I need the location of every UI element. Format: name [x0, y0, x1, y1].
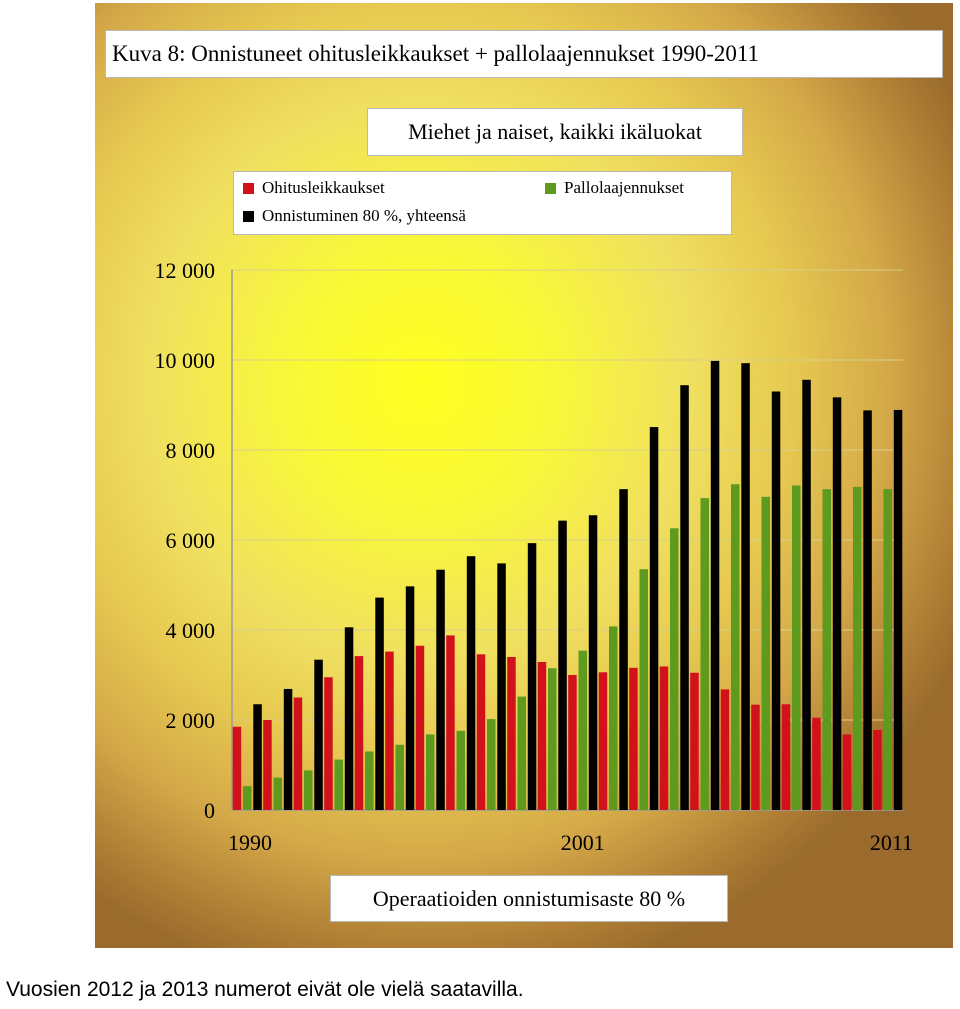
x-tick-label: 2001: [561, 830, 605, 855]
bar-pallolaajennukset-1994: [365, 751, 374, 810]
bar-ohitusleikkaukset-2003: [629, 667, 638, 810]
bar-yhteensa-2004: [680, 385, 689, 810]
bar-ohitusleikkaukset-2005: [690, 672, 699, 810]
bar-yhteensa-2001: [588, 515, 598, 810]
bar-ohitusleikkaukset-1998: [476, 654, 486, 810]
bar-pallolaajennukset-1993: [334, 759, 343, 810]
y-tick-label: 10 000: [155, 348, 216, 373]
bar-pallolaajennukset-2001: [578, 650, 587, 810]
bar-pallolaajennukset-2004: [670, 528, 679, 810]
legend-swatch: [545, 183, 556, 194]
legend-item-ohitusleikkaukset: Ohitusleikkaukset: [243, 178, 385, 198]
bar-yhteensa-1992: [314, 659, 323, 810]
bar-pallolaajennukset-1999: [517, 696, 526, 810]
y-tick-label: 2 000: [166, 708, 216, 733]
legend-label: Onnistuminen 80 %, yhteensä: [262, 206, 466, 225]
bar-ohitusleikkaukset-2009: [812, 717, 821, 810]
bar-ohitusleikkaukset-2000: [537, 661, 547, 810]
chart-subtitle: Miehet ja naiset, kaikki ikäluokat: [367, 108, 743, 156]
bar-yhteensa-1998: [497, 563, 506, 810]
bar-yhteensa-1990: [253, 704, 262, 810]
bar-ohitusleikkaukset-1996: [415, 645, 425, 810]
bar-ohitusleikkaukset-2007: [751, 704, 760, 810]
y-tick-label: 4 000: [166, 618, 216, 643]
bar-yhteensa-1993: [344, 627, 354, 810]
bar-pallolaajennukset-2008: [792, 485, 801, 810]
bar-yhteensa-1994: [375, 597, 384, 810]
legend-item-onnistuminen: Onnistuminen 80 %, yhteensä: [243, 206, 466, 226]
bar-pallolaajennukset-1998: [487, 719, 496, 810]
bar-yhteensa-2006: [741, 363, 750, 810]
bar-pallolaajennukset-1995: [395, 744, 404, 810]
chart-title: Kuva 8: Onnistuneet ohitusleikkaukset + …: [105, 30, 943, 78]
bar-yhteensa-1997: [466, 556, 476, 810]
bar-pallolaajennukset-1997: [456, 730, 465, 810]
bar-pallolaajennukset-1996: [426, 734, 435, 810]
bar-ohitusleikkaukset-1992: [293, 697, 303, 810]
y-tick-label: 12 000: [155, 258, 216, 283]
bar-yhteensa-2011: [893, 409, 903, 810]
bar-pallolaajennukset-2005: [700, 498, 709, 810]
legend-label: Pallolaajennukset: [564, 178, 684, 197]
x-tick-label: 2011: [870, 830, 913, 855]
bar-ohitusleikkaukset-1993: [324, 677, 333, 810]
bar-yhteensa-1995: [405, 586, 415, 810]
bar-ohitusleikkaukset-2008: [781, 704, 791, 810]
bar-pallolaajennukset-2002: [609, 626, 618, 810]
legend-swatch: [243, 211, 254, 222]
bar-ohitusleikkaukset-2002: [598, 672, 608, 810]
footnote: Vuosien 2012 ja 2013 numerot eivät ole v…: [6, 978, 524, 1001]
bar-pallolaajennukset-2006: [731, 484, 740, 810]
bar-yhteensa-2000: [558, 520, 567, 810]
y-tick-label: 6 000: [166, 528, 216, 553]
bar-pallolaajennukset-2009: [822, 489, 831, 810]
bar-yhteensa-2003: [649, 427, 659, 810]
bar-yhteensa-2005: [710, 360, 720, 810]
bar-pallolaajennukset-2011: [883, 489, 892, 810]
legend-label: Ohitusleikkaukset: [262, 178, 385, 197]
bar-ohitusleikkaukset-1994: [354, 656, 364, 810]
bar-yhteensa-2008: [802, 379, 811, 810]
x-tick-label: 1990: [228, 830, 272, 855]
bar-pallolaajennukset-2007: [761, 496, 770, 810]
bar-pallolaajennukset-2000: [548, 668, 557, 810]
bar-ohitusleikkaukset-2006: [720, 689, 730, 810]
bar-ohitusleikkaukset-2011: [873, 729, 882, 810]
bar-pallolaajennukset-1992: [304, 770, 313, 810]
success-rate-annotation: Operaatioiden onnistumisaste 80 %: [330, 875, 728, 922]
bar-yhteensa-1991: [283, 688, 293, 810]
bar-yhteensa-1996: [436, 569, 445, 810]
bar-ohitusleikkaukset-2010: [842, 734, 852, 810]
bar-ohitusleikkaukset-1991: [263, 720, 272, 810]
bar-pallolaajennukset-1991: [273, 777, 282, 810]
chart-legend: Ohitusleikkaukset Pallolaajennukset Onni…: [233, 171, 732, 235]
bar-ohitusleikkaukset-1999: [507, 657, 516, 810]
y-tick-label: 8 000: [166, 438, 216, 463]
bar-ohitusleikkaukset-1997: [446, 635, 455, 810]
legend-item-pallolaajennukset: Pallolaajennukset: [545, 178, 684, 198]
bar-yhteensa-2007: [771, 391, 781, 810]
bar-ohitusleikkaukset-2001: [568, 675, 577, 810]
bar-pallolaajennukset-2003: [639, 569, 648, 810]
bar-ohitusleikkaukset-1990: [232, 726, 242, 810]
bar-pallolaajennukset-2010: [853, 486, 862, 810]
bar-yhteensa-1999: [527, 543, 537, 810]
bar-ohitusleikkaukset-1995: [385, 651, 394, 810]
legend-swatch: [243, 183, 254, 194]
bar-yhteensa-2009: [832, 397, 842, 810]
y-tick-label: 0: [204, 798, 215, 823]
bar-ohitusleikkaukset-2004: [659, 666, 669, 810]
bar-pallolaajennukset-1990: [243, 786, 252, 810]
bar-yhteensa-2002: [619, 489, 628, 810]
bar-yhteensa-2010: [863, 410, 872, 810]
